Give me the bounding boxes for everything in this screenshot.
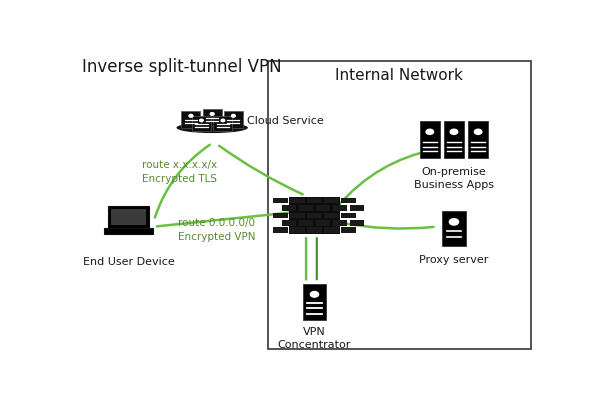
Bar <box>192 116 211 131</box>
Bar <box>325 198 338 203</box>
Bar <box>290 198 305 203</box>
Text: Cloud Service: Cloud Service <box>247 116 324 126</box>
FancyArrowPatch shape <box>157 213 291 226</box>
Bar <box>181 111 200 128</box>
Circle shape <box>475 129 482 134</box>
Bar <box>290 227 305 233</box>
Ellipse shape <box>176 122 248 133</box>
Text: End User Device: End User Device <box>83 257 175 267</box>
Bar <box>224 111 243 128</box>
Circle shape <box>450 129 458 134</box>
Bar <box>442 211 466 246</box>
Bar <box>299 205 313 211</box>
Bar <box>303 284 326 320</box>
Bar <box>107 206 149 228</box>
FancyArrowPatch shape <box>338 149 435 205</box>
Bar <box>307 227 322 233</box>
Text: Internal Network: Internal Network <box>335 68 463 83</box>
Bar <box>112 209 146 226</box>
Text: VPN
Concentrator: VPN Concentrator <box>278 327 351 350</box>
Text: Proxy server: Proxy server <box>419 254 488 264</box>
Bar <box>444 121 464 158</box>
Circle shape <box>426 129 434 134</box>
FancyArrowPatch shape <box>340 222 434 229</box>
Bar <box>350 205 364 211</box>
Bar <box>289 197 340 234</box>
Bar <box>316 220 330 226</box>
Bar <box>341 213 356 218</box>
Circle shape <box>200 119 203 122</box>
Bar <box>203 109 221 126</box>
Bar <box>325 213 338 218</box>
Bar <box>290 213 305 218</box>
Text: route x.x.x.x/x
Encrypted TLS: route x.x.x.x/x Encrypted TLS <box>142 160 217 184</box>
Bar <box>282 220 296 226</box>
Circle shape <box>221 119 224 122</box>
Text: Inverse split-tunnel VPN: Inverse split-tunnel VPN <box>82 58 281 76</box>
Bar <box>307 198 322 203</box>
Text: On-premise
Business Apps: On-premise Business Apps <box>414 167 494 191</box>
Bar <box>333 205 347 211</box>
Circle shape <box>310 291 319 297</box>
Text: route 0.0.0.0/0
Encrypted VPN: route 0.0.0.0/0 Encrypted VPN <box>178 218 256 242</box>
Bar <box>316 205 330 211</box>
Bar <box>333 220 347 226</box>
Bar <box>273 213 287 218</box>
Bar <box>325 227 338 233</box>
Circle shape <box>232 114 235 117</box>
Bar <box>282 205 296 211</box>
Bar <box>273 227 287 233</box>
Circle shape <box>189 114 193 117</box>
Bar <box>420 121 440 158</box>
Circle shape <box>449 219 458 225</box>
Bar <box>268 61 531 349</box>
Bar <box>273 198 287 203</box>
Bar <box>104 228 153 234</box>
FancyArrowPatch shape <box>155 145 210 218</box>
Circle shape <box>210 113 214 116</box>
FancyArrowPatch shape <box>219 146 302 194</box>
Bar <box>307 213 322 218</box>
Bar <box>350 220 364 226</box>
Bar <box>341 198 356 203</box>
Bar <box>469 121 488 158</box>
Bar <box>214 116 232 131</box>
Bar <box>341 227 356 233</box>
Bar <box>299 220 313 226</box>
